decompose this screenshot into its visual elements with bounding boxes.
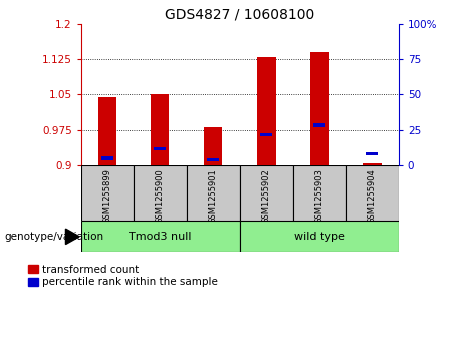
Bar <box>98 97 117 165</box>
Bar <box>207 158 219 161</box>
Bar <box>293 165 346 221</box>
Bar <box>363 163 382 165</box>
Bar <box>313 123 325 127</box>
Bar <box>81 221 240 252</box>
Text: wild type: wild type <box>294 232 345 242</box>
Text: genotype/variation: genotype/variation <box>5 232 104 242</box>
Text: GSM1255904: GSM1255904 <box>368 168 377 224</box>
Bar <box>240 165 293 221</box>
Bar <box>310 52 329 165</box>
Text: GSM1255900: GSM1255900 <box>156 168 165 224</box>
Text: GSM1255902: GSM1255902 <box>262 168 271 224</box>
Bar <box>101 156 113 160</box>
Bar <box>154 147 166 150</box>
Text: GSM1255899: GSM1255899 <box>103 168 112 224</box>
Polygon shape <box>65 229 79 245</box>
Bar <box>187 165 240 221</box>
Bar <box>134 165 187 221</box>
Bar <box>366 152 378 155</box>
Text: GSM1255903: GSM1255903 <box>315 168 324 224</box>
Legend: transformed count, percentile rank within the sample: transformed count, percentile rank withi… <box>28 265 218 287</box>
Bar <box>240 221 399 252</box>
Bar <box>81 165 134 221</box>
Text: Tmod3 null: Tmod3 null <box>129 232 191 242</box>
Bar <box>346 165 399 221</box>
Bar <box>151 94 170 165</box>
Bar <box>260 133 272 136</box>
Text: GSM1255901: GSM1255901 <box>209 168 218 224</box>
Bar <box>257 57 276 165</box>
Bar <box>204 127 223 165</box>
Title: GDS4827 / 10608100: GDS4827 / 10608100 <box>165 7 314 21</box>
